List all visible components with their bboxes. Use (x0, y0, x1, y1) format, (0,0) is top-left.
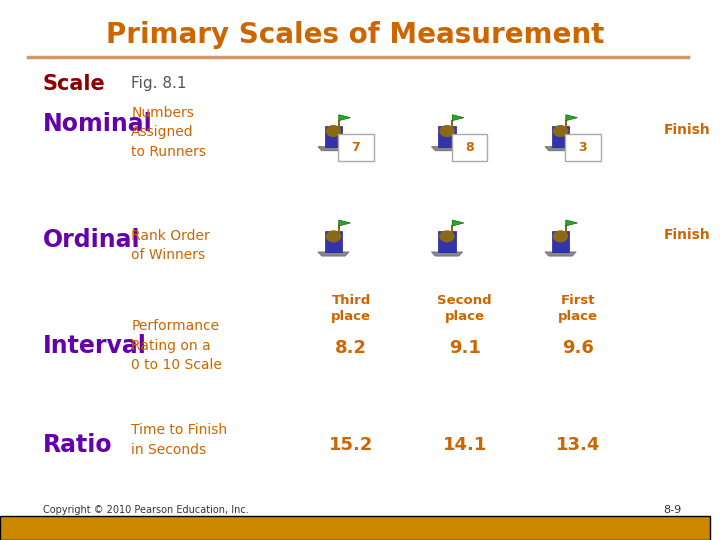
Text: Copyright © 2010 Pearson Education, Inc.: Copyright © 2010 Pearson Education, Inc. (42, 505, 248, 515)
Text: 7: 7 (351, 141, 360, 154)
Polygon shape (431, 147, 463, 151)
FancyBboxPatch shape (451, 134, 487, 161)
Text: Scale: Scale (42, 73, 105, 94)
FancyBboxPatch shape (438, 126, 456, 147)
FancyBboxPatch shape (325, 231, 342, 252)
Text: 13.4: 13.4 (556, 436, 600, 455)
Polygon shape (545, 147, 576, 151)
Text: Third
place: Third place (331, 294, 372, 323)
Text: Rank Order
of Winners: Rank Order of Winners (131, 229, 210, 262)
Text: Finish: Finish (663, 228, 710, 242)
Text: Nominal: Nominal (42, 112, 153, 136)
Polygon shape (318, 252, 349, 256)
Text: Time to Finish
in Seconds: Time to Finish in Seconds (131, 423, 228, 457)
FancyBboxPatch shape (0, 516, 709, 540)
Text: 8: 8 (465, 141, 474, 154)
FancyBboxPatch shape (565, 134, 600, 161)
Polygon shape (452, 114, 464, 120)
Text: 8.2: 8.2 (336, 339, 367, 357)
Text: Interval: Interval (42, 334, 146, 357)
Circle shape (440, 126, 454, 137)
Text: Ratio: Ratio (42, 434, 112, 457)
Polygon shape (545, 252, 576, 256)
Text: First
place: First place (558, 294, 598, 323)
Circle shape (554, 231, 567, 242)
FancyBboxPatch shape (552, 126, 570, 147)
Text: 3: 3 (579, 141, 588, 154)
Text: Primary Scales of Measurement: Primary Scales of Measurement (106, 21, 604, 49)
FancyBboxPatch shape (438, 231, 456, 252)
Text: Ordinal: Ordinal (42, 228, 140, 252)
Text: 9.1: 9.1 (449, 339, 481, 357)
Text: 15.2: 15.2 (329, 436, 374, 455)
Polygon shape (431, 252, 463, 256)
Polygon shape (566, 114, 577, 120)
Polygon shape (452, 220, 464, 226)
Polygon shape (318, 147, 349, 151)
Text: 9.6: 9.6 (562, 339, 594, 357)
Text: 8-9: 8-9 (663, 505, 681, 515)
Text: Numbers
Assigned
to Runners: Numbers Assigned to Runners (131, 106, 206, 159)
Text: Fig. 8.1: Fig. 8.1 (131, 76, 186, 91)
Circle shape (326, 231, 341, 242)
Circle shape (440, 231, 454, 242)
Circle shape (326, 126, 341, 137)
Text: Performance
Rating on a
0 to 10 Scale: Performance Rating on a 0 to 10 Scale (131, 319, 222, 372)
Text: Finish: Finish (663, 123, 710, 137)
Polygon shape (338, 220, 351, 226)
Polygon shape (338, 114, 351, 120)
Text: Second
place: Second place (438, 294, 492, 323)
Polygon shape (566, 220, 577, 226)
FancyBboxPatch shape (552, 231, 570, 252)
Text: 14.1: 14.1 (443, 436, 487, 455)
FancyBboxPatch shape (338, 134, 374, 161)
FancyBboxPatch shape (325, 126, 342, 147)
Circle shape (554, 126, 567, 137)
